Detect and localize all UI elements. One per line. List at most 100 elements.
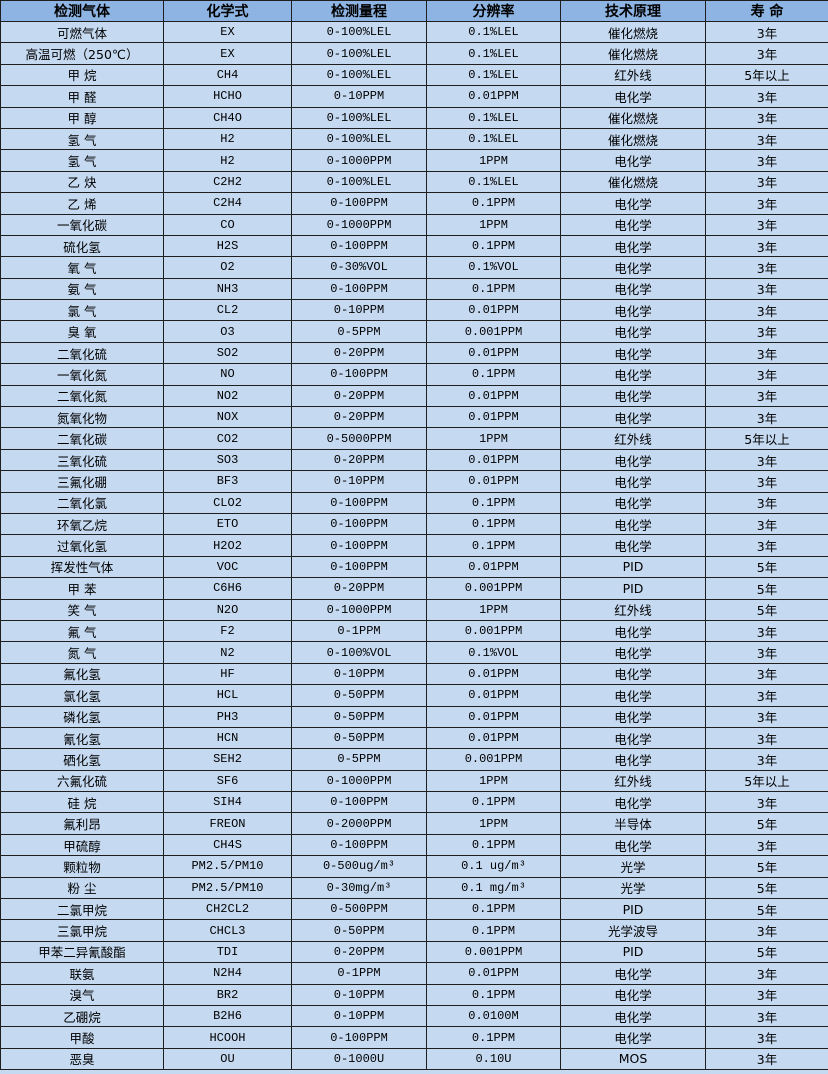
cell-formula: NO [163, 363, 292, 386]
table-row: 联氨 N2H4 0-1PPM 0.01PPM 电化学 3年 [0, 962, 828, 985]
cell-gas: 氨 气 [0, 277, 164, 301]
cell-gas: 甲 醛 [0, 85, 164, 108]
cell-range: 0-20PPM [291, 406, 427, 429]
cell-resolution: 0.1PPM [426, 919, 561, 942]
table-row: 乙 炔 C2H2 0-100%LEL 0.1%LEL 催化燃烧 3年 [0, 170, 828, 194]
cell-principle: 光学 [560, 876, 706, 900]
cell-gas: 恶臭 [0, 1047, 164, 1071]
cell-principle: 电化学 [560, 149, 706, 172]
cell-resolution: 0.001PPM [426, 619, 561, 643]
cell-lifetime: 5年以上 [705, 427, 828, 450]
cell-resolution: 0.1PPM [426, 192, 561, 215]
table-row: 笑 气 N2O 0-1000PPM 1PPM 红外线 5年 [0, 598, 828, 621]
cell-gas: 六氟化硫 [0, 769, 164, 793]
cell-range: 0-1PPM [291, 962, 427, 985]
cell-principle: 电化学 [560, 534, 706, 557]
table-row: 氟 气 F2 0-1PPM 0.001PPM 电化学 3年 [0, 619, 828, 643]
cell-lifetime: 3年 [705, 983, 828, 1006]
cell-principle: 电化学 [560, 384, 706, 408]
cell-formula: CO2 [163, 427, 292, 450]
cell-range: 0-20PPM [291, 577, 427, 600]
cell-principle: 光学 [560, 855, 706, 878]
cell-gas: 氯 气 [0, 299, 164, 322]
table-row: 氢 气 H2 0-1000PPM 1PPM 电化学 3年 [0, 149, 828, 172]
cell-lifetime: 3年 [705, 20, 828, 44]
cell-formula: HCOOH [163, 1026, 292, 1049]
cell-resolution: 0.1%LEL [426, 42, 561, 65]
cell-range: 0-1000PPM [291, 598, 427, 621]
cell-gas: 高温可燃（250℃） [0, 42, 164, 65]
table-row: 颗粒物 PM2.5/PM10 0-500ug/m³ 0.1 ug/m³ 光学 5年 [0, 855, 828, 878]
cell-range: 0-100PPM [291, 192, 427, 215]
cell-gas: 臭 氧 [0, 320, 164, 343]
table-row: 氮氧化物 NOX 0-20PPM 0.01PPM 电化学 3年 [0, 406, 828, 429]
cell-lifetime: 5年 [705, 855, 828, 878]
cell-resolution: 0.1%LEL [426, 20, 561, 44]
cell-formula: HCN [163, 726, 292, 750]
cell-gas: 溴气 [0, 983, 164, 1006]
table-row: 高温可燃（250℃） EX 0-100%LEL 0.1%LEL 催化燃烧 3年 [0, 42, 828, 65]
cell-resolution: 0.01PPM [426, 85, 561, 108]
table-row: 甲硫醇 CH4S 0-100PPM 0.1PPM 电化学 3年 [0, 833, 828, 857]
cell-range: 0-100PPM [291, 363, 427, 386]
cell-resolution: 1PPM [426, 213, 561, 236]
cell-gas: 环氧乙烷 [0, 512, 164, 536]
table-row: 甲苯二异氰酸酯 TDI 0-20PPM 0.001PPM PID 5年 [0, 940, 828, 964]
cell-gas: 氮氧化物 [0, 406, 164, 429]
cell-formula: PH3 [163, 705, 292, 728]
cell-lifetime: 3年 [705, 512, 828, 536]
cell-resolution: 0.01PPM [426, 962, 561, 985]
cell-principle: 催化燃烧 [560, 170, 706, 194]
table-row: 甲 醛 HCHO 0-10PPM 0.01PPM 电化学 3年 [0, 85, 828, 108]
cell-gas: 氧 气 [0, 256, 164, 279]
cell-principle: 半导体 [560, 812, 706, 835]
cell-gas: 硒化氢 [0, 748, 164, 771]
cell-formula: B2H6 [163, 1004, 292, 1028]
cell-principle: 红外线 [560, 427, 706, 450]
cell-range: 0-100PPM [291, 1026, 427, 1049]
cell-formula: NH3 [163, 277, 292, 301]
cell-range: 0-100PPM [291, 791, 427, 814]
cell-lifetime: 5年 [705, 940, 828, 964]
cell-principle: 电化学 [560, 705, 706, 728]
cell-gas: 乙 烯 [0, 192, 164, 215]
table-row: 氰化氢 HCN 0-50PPM 0.01PPM 电化学 3年 [0, 726, 828, 750]
cell-lifetime: 3年 [705, 384, 828, 408]
table-row: 硫化氢 H2S 0-100PPM 0.1PPM 电化学 3年 [0, 234, 828, 258]
table-row: 臭 氧 O3 0-5PPM 0.001PPM 电化学 3年 [0, 320, 828, 343]
cell-gas: 硫化氢 [0, 234, 164, 258]
cell-formula: SO2 [163, 341, 292, 365]
cell-gas: 二氧化氯 [0, 491, 164, 514]
cell-principle: 电化学 [560, 1026, 706, 1049]
cell-lifetime: 3年 [705, 1004, 828, 1028]
cell-formula: HCL [163, 684, 292, 707]
cell-range: 0-30%VOL [291, 256, 427, 279]
table-row: 乙 烯 C2H4 0-100PPM 0.1PPM 电化学 3年 [0, 192, 828, 215]
cell-formula: TDI [163, 940, 292, 964]
cell-formula: HCHO [163, 85, 292, 108]
cell-gas: 甲苯二异氰酸酯 [0, 940, 164, 964]
table-row: 一氧化氮 NO 0-100PPM 0.1PPM 电化学 3年 [0, 363, 828, 386]
table-row: 甲 醇 CH4O 0-100%LEL 0.1%LEL 催化燃烧 3年 [0, 106, 828, 129]
table-row: 一氧化碳 CO 0-1000PPM 1PPM 电化学 3年 [0, 213, 828, 236]
table-row: 恶臭 OU 0-1000U 0.10U MOS 3年 [0, 1047, 828, 1071]
cell-gas: 乙 炔 [0, 170, 164, 194]
cell-range: 0-5000PPM [291, 427, 427, 450]
table-row: 氯 气 CL2 0-10PPM 0.01PPM 电化学 3年 [0, 299, 828, 322]
cell-range: 0-100%LEL [291, 42, 427, 65]
cell-lifetime: 5年以上 [705, 63, 828, 87]
cell-principle: 电化学 [560, 641, 706, 664]
table-row: 氯化氢 HCL 0-50PPM 0.01PPM 电化学 3年 [0, 684, 828, 707]
cell-lifetime: 3年 [705, 748, 828, 771]
cell-gas: 甲 醇 [0, 106, 164, 129]
cell-formula: O2 [163, 256, 292, 279]
cell-principle: 电化学 [560, 256, 706, 279]
cell-principle: 电化学 [560, 448, 706, 472]
cell-range: 0-100PPM [291, 833, 427, 857]
cell-lifetime: 3年 [705, 705, 828, 728]
cell-gas: 二氧化硫 [0, 341, 164, 365]
cell-formula: OU [163, 1047, 292, 1071]
cell-resolution: 0.1PPM [426, 491, 561, 514]
cell-range: 0-50PPM [291, 705, 427, 728]
cell-lifetime: 3年 [705, 85, 828, 108]
